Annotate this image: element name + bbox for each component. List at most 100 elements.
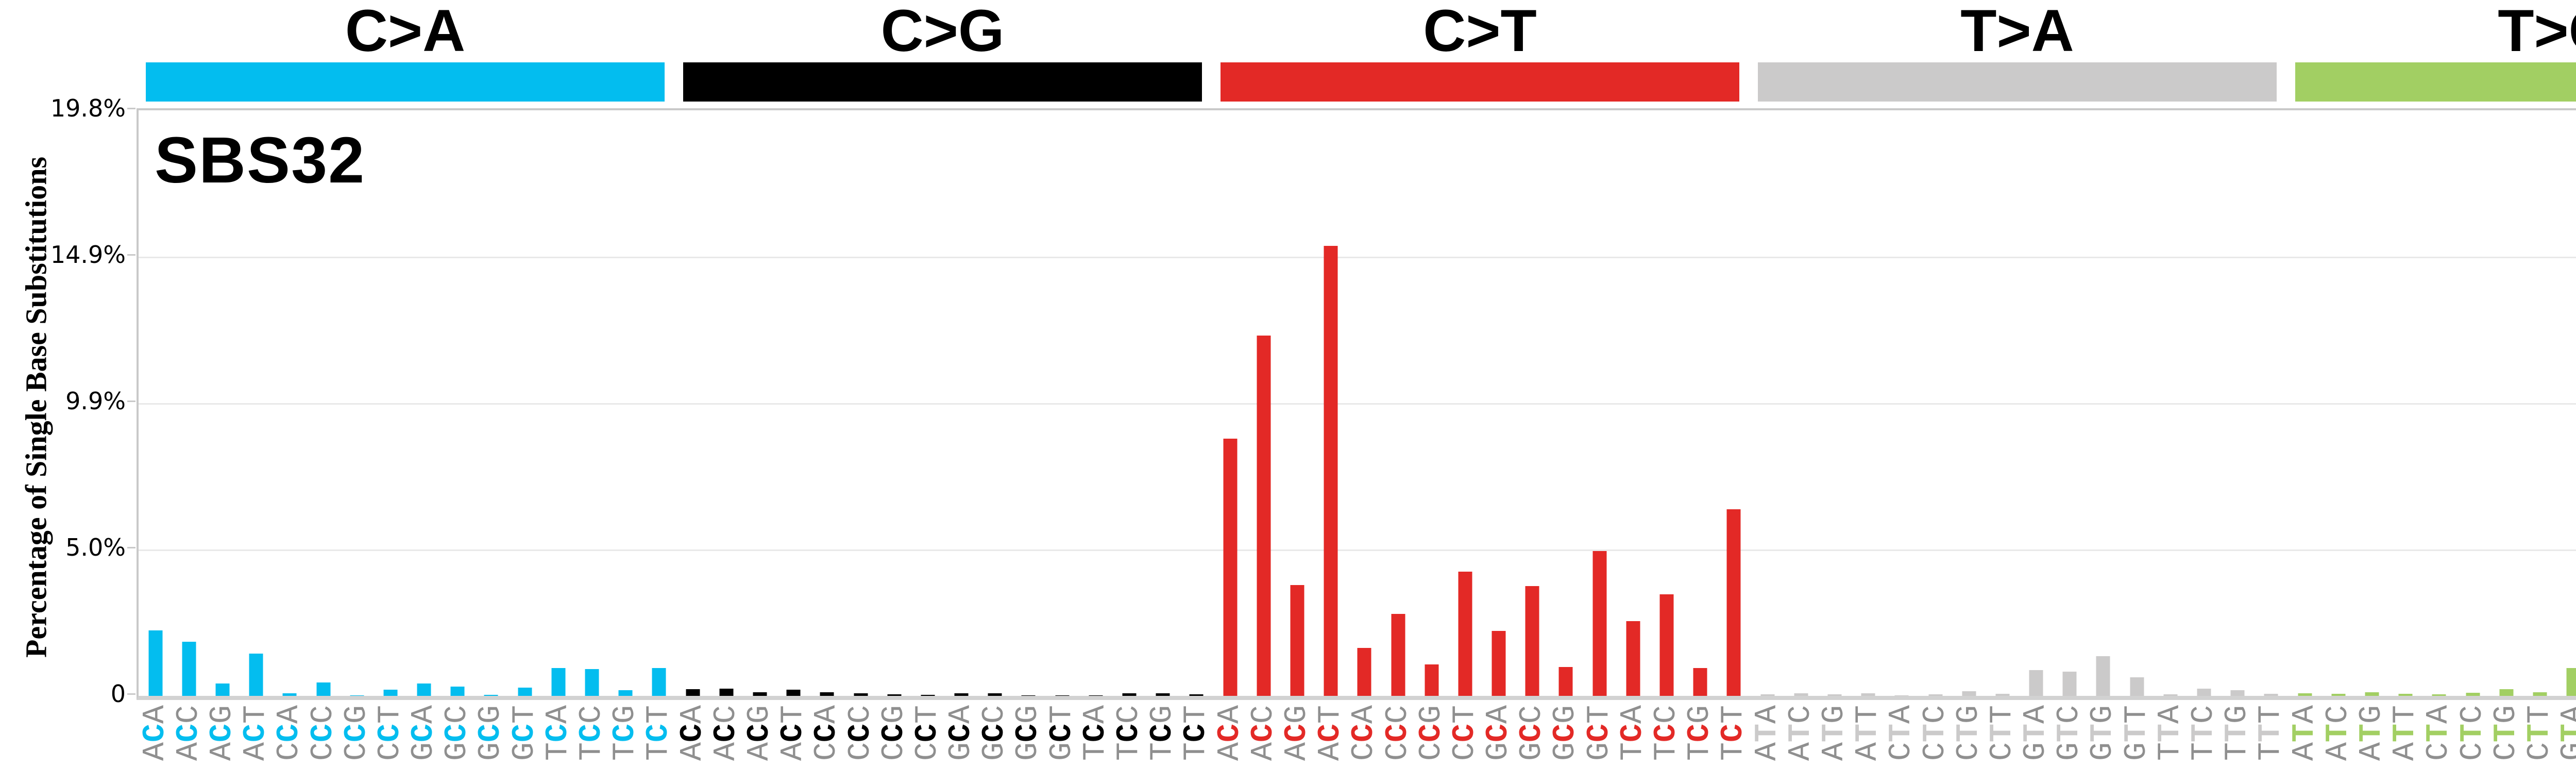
x-tick-label-CCT: CCT bbox=[372, 705, 408, 761]
signature-title: SBS32 bbox=[155, 124, 366, 196]
y-tick-label: 0 bbox=[110, 680, 126, 708]
x-tick-slot: CTT bbox=[1985, 699, 2020, 767]
bar-slot bbox=[1852, 110, 1885, 696]
x-tick-label-CCT: CCT bbox=[910, 705, 945, 761]
bar-slot bbox=[2053, 110, 2087, 696]
bar-C>T-TCG bbox=[1693, 668, 1707, 696]
x-tick-slot: CCA bbox=[1347, 699, 1382, 767]
bar-slot bbox=[1717, 110, 1751, 696]
bar-C>A-ACT bbox=[249, 653, 263, 696]
bar-slot bbox=[1180, 110, 1213, 696]
bar-slot bbox=[2120, 110, 2154, 696]
x-tick-label-CTA: CTA bbox=[1884, 705, 1920, 761]
x-tick-label-ACT: ACT bbox=[239, 705, 274, 761]
x-tick-label-CTG: CTG bbox=[2488, 705, 2524, 761]
x-tick-label-TCA: TCA bbox=[1615, 705, 1651, 761]
bar-slot bbox=[676, 110, 709, 696]
header-section-T>C: T>C bbox=[2286, 0, 2576, 103]
x-tick-slot: ACT bbox=[1313, 699, 1349, 767]
bar-slot bbox=[2020, 110, 2053, 696]
bar-slot bbox=[1247, 110, 1280, 696]
bar-C>T-CCG bbox=[1425, 664, 1439, 696]
x-tick-label-CCA: CCA bbox=[809, 705, 845, 761]
x-tick-label-ATG: ATG bbox=[1817, 705, 1852, 761]
bar-slot bbox=[2321, 110, 2355, 696]
x-tick-label-CCT: CCT bbox=[1447, 705, 1483, 761]
x-tick-slot: GTA bbox=[2019, 699, 2054, 767]
x-tick-slot: ATT bbox=[1851, 699, 1886, 767]
x-tick-slot: ACA bbox=[138, 699, 173, 767]
x-tick-slot: ATT bbox=[2388, 699, 2423, 767]
x-tick-slot: ATC bbox=[2321, 699, 2356, 767]
x-tick-slot: TCA bbox=[1615, 699, 1651, 767]
x-tick-slot: ATG bbox=[1817, 699, 1852, 767]
bar-slot bbox=[2255, 110, 2288, 696]
y-tick-label: 9.9% bbox=[65, 387, 126, 415]
x-tick-slot: GCT bbox=[1582, 699, 1617, 767]
y-tick-mark bbox=[127, 400, 135, 402]
bar-C>A-TCA bbox=[551, 668, 566, 696]
bar-C>A-TCC bbox=[585, 669, 599, 696]
bar-series bbox=[139, 110, 2576, 696]
bar-slot bbox=[1784, 110, 1818, 696]
x-tick-slot: ACG bbox=[205, 699, 240, 767]
x-tick-label-CCG: CCG bbox=[1414, 705, 1449, 761]
x-axis-tick-labels: ACA ACC ACG ACT CCA CCC CCG CCT GCA GCC GCG GCT TCA T… bbox=[138, 699, 2576, 767]
bar-slot bbox=[642, 110, 676, 696]
x-tick-slot: GCA bbox=[406, 699, 442, 767]
bar-slot bbox=[2422, 110, 2456, 696]
bar-slot bbox=[307, 110, 340, 696]
x-tick-label-ACT: ACT bbox=[1313, 705, 1349, 761]
x-tick-slot: CTG bbox=[2488, 699, 2524, 767]
x-tick-label-TTG: TTG bbox=[2220, 705, 2256, 761]
header-label: C>G bbox=[880, 0, 1005, 64]
bar-C>G-GCC bbox=[988, 693, 1002, 696]
header-label: C>T bbox=[1423, 0, 1537, 64]
bar-slot bbox=[1448, 110, 1482, 696]
x-tick-label-ACG: ACG bbox=[205, 705, 240, 761]
x-tick-slot: GCC bbox=[977, 699, 1012, 767]
y-tick-label: 19.8% bbox=[50, 94, 126, 122]
bar-slot bbox=[743, 110, 776, 696]
bar-slot bbox=[408, 110, 441, 696]
x-tick-label-GCT: GCT bbox=[1044, 705, 1080, 761]
bar-slot bbox=[139, 110, 172, 696]
plot-area bbox=[137, 108, 2576, 700]
bar-C>A-CCT bbox=[383, 689, 398, 696]
x-tick-slot: GCC bbox=[1515, 699, 1550, 767]
x-tick-slot: GTC bbox=[2052, 699, 2088, 767]
x-tick-label-ATC: ATC bbox=[1783, 705, 1819, 761]
bar-slot bbox=[1348, 110, 1381, 696]
bar-C>G-GCA bbox=[954, 693, 969, 696]
bar-C>T-ACT bbox=[1324, 245, 1338, 696]
bar-slot bbox=[1549, 110, 1583, 696]
bar-T>A-TTT bbox=[2264, 693, 2278, 696]
y-tick-mark bbox=[127, 254, 135, 256]
x-tick-label-TCG: TCG bbox=[1145, 705, 1181, 761]
bar-slot bbox=[1314, 110, 1348, 696]
bar-C>G-ACA bbox=[686, 689, 700, 696]
bar-slot bbox=[1616, 110, 1650, 696]
bar-slot bbox=[1146, 110, 1180, 696]
x-tick-slot: GCG bbox=[1011, 699, 1046, 767]
x-tick-slot: TCA bbox=[540, 699, 576, 767]
x-tick-label-TCA: TCA bbox=[540, 705, 576, 761]
bar-slot bbox=[240, 110, 273, 696]
y-tick-mark bbox=[127, 107, 135, 109]
x-tick-slot: TCT bbox=[641, 699, 676, 767]
bar-T>A-TTG bbox=[2230, 690, 2245, 696]
bar-slot bbox=[2355, 110, 2388, 696]
header-color-strip bbox=[683, 62, 1202, 102]
bar-C>T-CCA bbox=[1357, 648, 1371, 696]
bar-slot bbox=[541, 110, 575, 696]
bar-slot bbox=[206, 110, 239, 696]
x-tick-label-ACA: ACA bbox=[138, 705, 173, 761]
x-tick-label-GTC: GTC bbox=[2052, 705, 2088, 761]
bar-slot bbox=[1482, 110, 1516, 696]
x-tick-slot: TTG bbox=[2220, 699, 2256, 767]
bar-C>G-TCA bbox=[1089, 695, 1103, 696]
bar-C>A-GCA bbox=[417, 683, 431, 696]
bar-slot bbox=[609, 110, 642, 696]
x-tick-slot: GCT bbox=[1044, 699, 1080, 767]
bar-C>G-CCG bbox=[887, 694, 902, 696]
